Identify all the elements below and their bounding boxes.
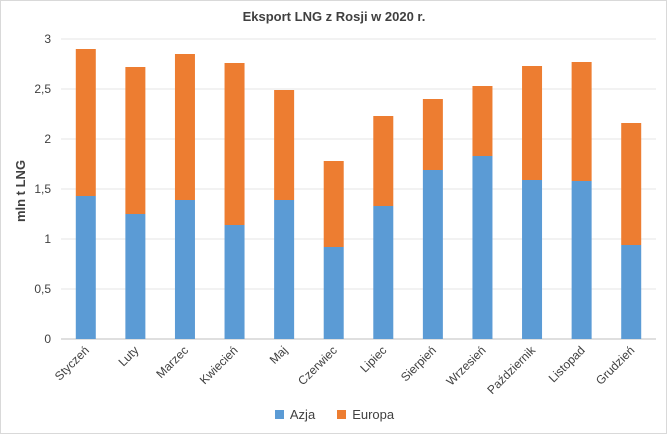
- bar-europa: [373, 116, 394, 206]
- x-tick-label: Grudzień: [593, 343, 637, 387]
- bar-azja: [125, 214, 146, 339]
- y-tick-label: 1: [44, 232, 51, 246]
- x-tick-label: Październik: [484, 343, 538, 397]
- y-tick-label: 1,5: [34, 182, 51, 196]
- y-tick-label: 0: [44, 332, 51, 346]
- bar-europa: [621, 123, 642, 245]
- y-tick-label: 2,5: [34, 82, 51, 96]
- bar-azja: [75, 196, 96, 339]
- y-axis-label: mln t LNG: [13, 160, 28, 222]
- bar-azja: [323, 247, 344, 339]
- x-tick-label: Marzec: [153, 343, 191, 381]
- bars-layer: [75, 49, 642, 339]
- bar-azja: [571, 181, 592, 339]
- bar-europa: [125, 67, 146, 214]
- bar-europa: [75, 49, 96, 196]
- legend-swatch-azja: [274, 410, 284, 419]
- bar-azja: [472, 156, 493, 339]
- legend: Azja Europa: [1, 407, 667, 422]
- legend-label-europa: Europa: [352, 407, 395, 422]
- bar-europa: [472, 86, 493, 156]
- bar-azja: [522, 180, 543, 339]
- y-tick-label: 3: [44, 32, 51, 46]
- bar-azja: [621, 245, 642, 339]
- bar-europa: [274, 90, 295, 200]
- x-tick-label: Wrzesień: [443, 343, 488, 388]
- bar-europa: [224, 63, 245, 225]
- bar-europa: [174, 54, 195, 200]
- bar-azja: [422, 170, 443, 339]
- chart-title: Eksport LNG z Rosji w 2020 r.: [243, 9, 426, 24]
- grid-layer: [61, 38, 656, 340]
- legend-swatch-europa: [337, 410, 347, 419]
- bar-europa: [571, 62, 592, 181]
- bar-europa: [323, 161, 344, 247]
- bar-europa: [422, 99, 443, 170]
- bar-azja: [373, 206, 394, 339]
- bar-azja: [174, 200, 195, 339]
- x-tick-label: Maj: [267, 343, 291, 367]
- x-tick-label: Styczeń: [52, 343, 92, 383]
- y-tick-label: 0,5: [34, 282, 51, 296]
- legend-item-azja: Azja: [274, 407, 316, 422]
- x-tick-label: Lipiec: [357, 343, 389, 375]
- x-tick-label: Luty: [116, 343, 142, 369]
- x-tick-label: Kwiecień: [197, 343, 241, 387]
- bar-europa: [522, 66, 543, 180]
- x-tick-label: Czerwiec: [295, 343, 340, 388]
- x-tick-label: Sierpień: [398, 343, 439, 384]
- bar-azja: [224, 225, 245, 339]
- x-tick-label: Listopad: [546, 343, 588, 385]
- legend-item-europa: Europa: [337, 407, 394, 422]
- bar-azja: [274, 200, 295, 339]
- legend-label-azja: Azja: [289, 407, 316, 422]
- y-tick-label: 2: [44, 132, 51, 146]
